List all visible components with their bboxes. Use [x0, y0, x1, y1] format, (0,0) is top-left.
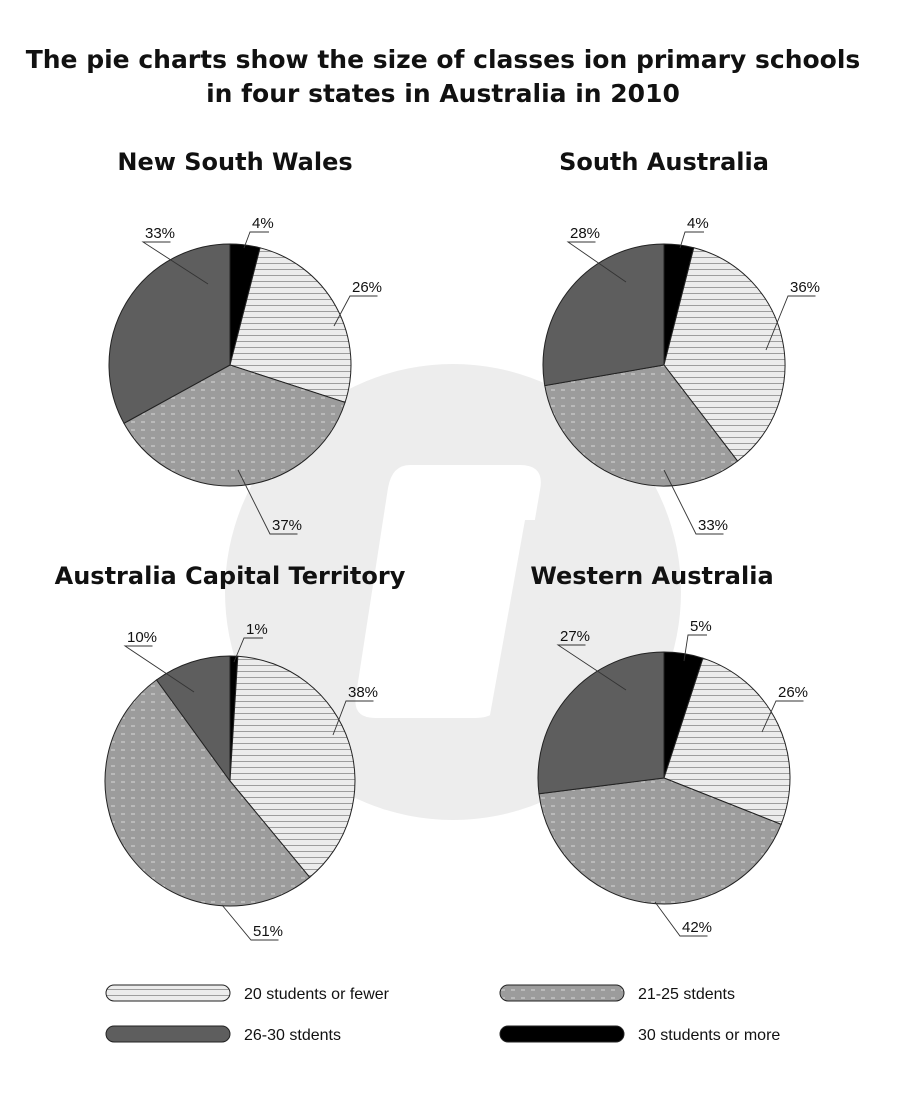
leader-line-new-south-wales-20-or-fewer: [333, 295, 378, 327]
slice-new-south-wales-21-25: [123, 364, 346, 487]
chart-title-line-1: The pie charts show the size of classes …: [26, 45, 861, 74]
legend-label-26-30: 26-30 stdents: [244, 1027, 341, 1044]
legend-swatch-30-or-more: [499, 1025, 625, 1043]
pct-label-new-south-wales-21-25: 37%: [272, 517, 302, 534]
slice-south-australia-21-25: [544, 364, 739, 487]
leader-line-south-australia-21-25: [663, 469, 724, 535]
leader-line-western-australia-26-30: [556, 644, 627, 691]
legend-swatch-26-30: [105, 1025, 231, 1043]
pct-label-south-australia-21-25: 33%: [698, 517, 728, 534]
pct-label-australia-capital-territory-26-30: 10%: [127, 629, 157, 646]
leader-line-western-australia-20-or-fewer: [761, 700, 804, 733]
pct-label-new-south-wales-26-30: 33%: [145, 225, 175, 242]
slice-australia-capital-territory-20-or-fewer: [229, 655, 356, 879]
pie-title-south-australia: South Australia: [559, 148, 769, 176]
slice-australia-capital-territory-26-30: [155, 655, 231, 783]
leader-line-new-south-wales-26-30: [141, 241, 209, 285]
leader-line-south-australia-30-or-more: [679, 231, 704, 249]
leader-line-western-australia-21-25: [654, 901, 708, 937]
pct-label-australia-capital-territory-20-or-fewer: 38%: [348, 684, 378, 701]
legend-swatch-20-or-fewer: [105, 984, 231, 1002]
leader-line-australia-capital-territory-26-30: [123, 645, 195, 693]
leader-line-western-australia-30-or-more: [683, 634, 707, 662]
pct-label-western-australia-21-25: 42%: [682, 919, 712, 936]
legend-swatch-21-25: [499, 984, 625, 1002]
leader-line-south-australia-20-or-fewer: [765, 295, 816, 351]
slice-australia-capital-territory-21-25: [104, 679, 311, 907]
pct-label-south-australia-20-or-fewer: 36%: [790, 279, 820, 296]
slice-south-australia-26-30: [542, 243, 665, 387]
pct-label-south-australia-30-or-more: 4%: [687, 215, 709, 232]
pct-label-australia-capital-territory-21-25: 51%: [253, 923, 283, 940]
slice-western-australia-21-25: [538, 777, 782, 905]
slice-western-australia-26-30: [537, 651, 665, 795]
slice-western-australia-20-or-fewer: [663, 657, 791, 826]
legend-label-30-or-more: 30 students or more: [638, 1027, 780, 1044]
leader-line-south-australia-26-30: [566, 241, 627, 283]
pct-label-new-south-wales-20-or-fewer: 26%: [352, 279, 382, 296]
pct-label-new-south-wales-30-or-more: 4%: [252, 215, 274, 232]
pie-title-new-south-wales: New South Wales: [117, 148, 352, 176]
chart-title-line-2: in four states in Australia in 2010: [206, 79, 680, 108]
pct-label-western-australia-26-30: 27%: [560, 628, 590, 645]
legend-label-21-25: 21-25 stdents: [638, 986, 735, 1003]
leader-line-new-south-wales-30-or-more: [243, 231, 269, 249]
slice-new-south-wales-20-or-fewer: [229, 247, 352, 404]
pct-label-western-australia-30-or-more: 5%: [690, 618, 712, 635]
legend: 20 students or fewer 21-25 stdents 26-30…: [105, 984, 780, 1044]
leader-line-new-south-wales-21-25: [237, 469, 298, 535]
pie-title-australia-capital-territory: Australia Capital Territory: [55, 562, 406, 590]
slice-new-south-wales-26-30: [108, 243, 231, 424]
legend-label-20-or-fewer: 20 students or fewer: [244, 986, 390, 1003]
leader-line-australia-capital-territory-30-or-more: [233, 637, 263, 663]
pct-label-south-australia-26-30: 28%: [570, 225, 600, 242]
leader-line-australia-capital-territory-21-25: [221, 904, 279, 941]
pies-group: 26% 37% 33% 4% 36% 33% 28% 4% 38% 51% 10% 1% 26% 42% 2…: [104, 215, 820, 941]
pie-title-western-australia: Western Australia: [530, 562, 773, 590]
leader-line-australia-capital-territory-20-or-fewer: [332, 700, 374, 736]
pct-label-western-australia-20-or-fewer: 26%: [778, 684, 808, 701]
pct-label-australia-capital-territory-30-or-more: 1%: [246, 621, 268, 638]
slice-south-australia-20-or-fewer: [663, 247, 786, 462]
